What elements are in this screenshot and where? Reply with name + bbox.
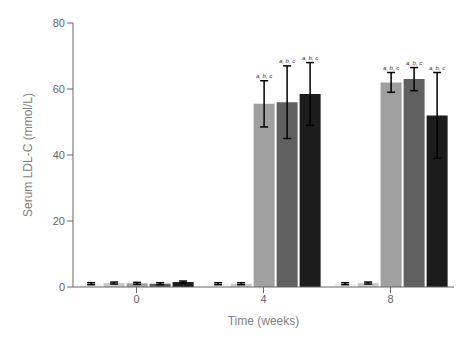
svg-text:80: 80 <box>53 17 65 29</box>
svg-text:a, b, c: a, b, c <box>383 65 399 71</box>
svg-text:a, b, c: a, b, c <box>302 55 318 61</box>
svg-text:8: 8 <box>387 293 393 305</box>
svg-text:a, b, c: a, b, c <box>279 58 295 64</box>
svg-text:20: 20 <box>53 215 65 227</box>
svg-text:40: 40 <box>53 149 65 161</box>
svg-text:a, b, c: a, b, c <box>256 73 272 79</box>
svg-text:4: 4 <box>260 293 266 305</box>
svg-text:60: 60 <box>53 83 65 95</box>
svg-text:Serum LDL-C (mmol/L): Serum LDL-C (mmol/L) <box>21 93 35 217</box>
svg-text:a, b, c: a, b, c <box>429 65 445 71</box>
svg-text:0: 0 <box>133 293 139 305</box>
svg-text:a, b, c: a, b, c <box>406 60 422 66</box>
svg-text:Time (weeks): Time (weeks) <box>228 314 300 328</box>
svg-text:0: 0 <box>59 281 65 293</box>
